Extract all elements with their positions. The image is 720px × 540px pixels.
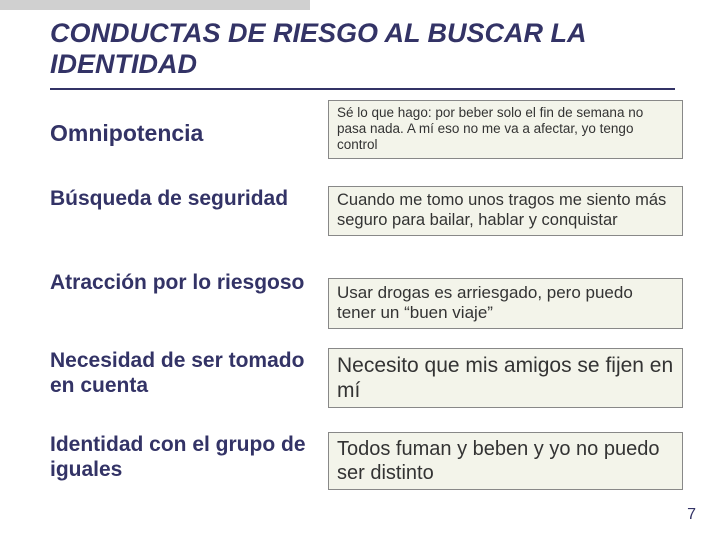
row-label: Omnipotencia	[50, 100, 328, 148]
row-label: Atracción por lo riesgoso	[50, 270, 328, 295]
row-label: Necesidad de ser tomado en cuenta	[50, 348, 328, 398]
row-box: Usar drogas es arriesgado, pero puedo te…	[328, 278, 683, 329]
row-box: Todos fuman y beben y yo no puedo ser di…	[328, 432, 683, 490]
row-omnipotencia: Omnipotencia Sé lo que hago: por beber s…	[50, 100, 690, 159]
row-busqueda-seguridad: Búsqueda de seguridad Cuando me tomo uno…	[50, 186, 690, 236]
row-atraccion-riesgoso: Atracción por lo riesgoso Usar drogas es…	[50, 270, 690, 329]
row-box: Necesito que mis amigos se fijen en mí	[328, 348, 683, 408]
row-identidad-grupo: Identidad con el grupo de iguales Todos …	[50, 432, 690, 490]
top-accent-bar	[0, 0, 310, 10]
page-number: 7	[687, 506, 696, 524]
row-box: Cuando me tomo unos tragos me siento más…	[328, 186, 683, 236]
row-box: Sé lo que hago: por beber solo el fin de…	[328, 100, 683, 159]
row-label: Búsqueda de seguridad	[50, 186, 328, 211]
row-necesidad-tomado-cuenta: Necesidad de ser tomado en cuenta Necesi…	[50, 348, 690, 408]
slide-title: CONDUCTAS DE RIESGO AL BUSCAR LA IDENTID…	[50, 18, 680, 80]
row-label: Identidad con el grupo de iguales	[50, 432, 328, 482]
title-underline	[50, 88, 675, 90]
